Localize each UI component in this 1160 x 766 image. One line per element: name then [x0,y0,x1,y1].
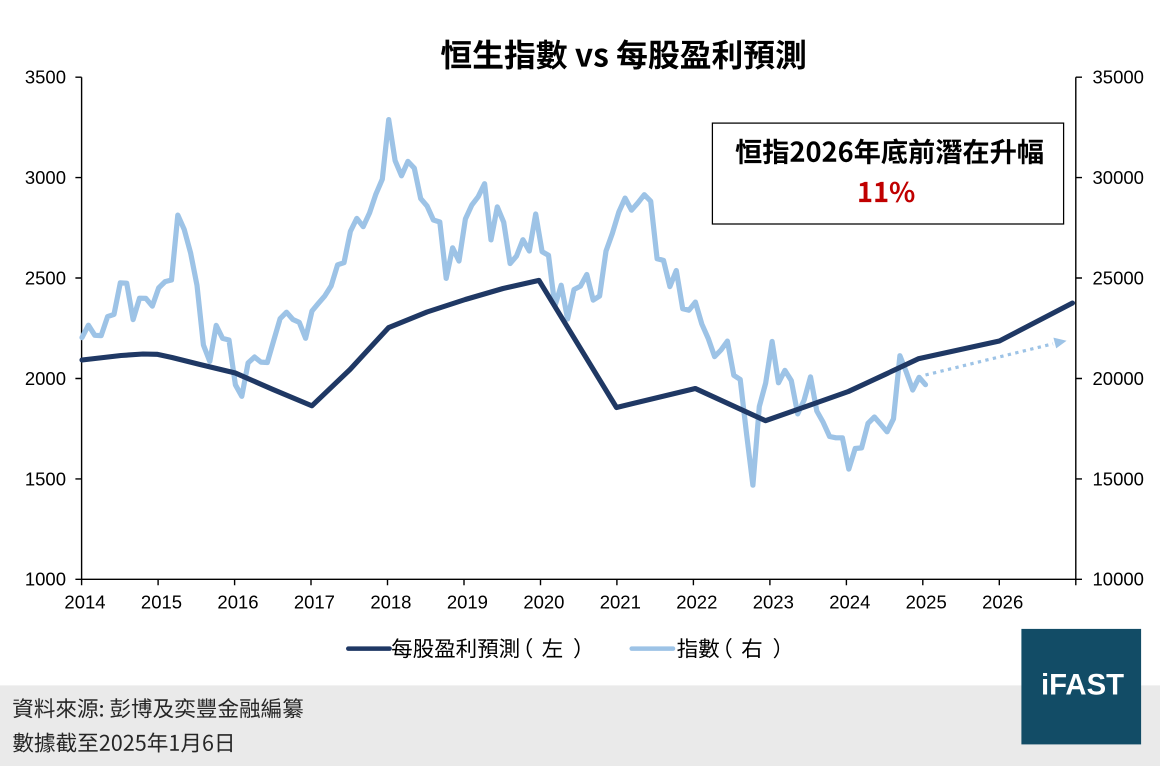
svg-text:1000: 1000 [25,569,66,590]
svg-text:1500: 1500 [25,468,66,489]
svg-text:2022: 2022 [676,591,717,612]
svg-text:2015: 2015 [141,591,182,612]
svg-text:10000: 10000 [1093,569,1144,590]
svg-text:2021: 2021 [600,591,641,612]
svg-text:35000: 35000 [1093,67,1144,88]
svg-text:30000: 30000 [1093,167,1144,188]
svg-text:3500: 3500 [25,67,66,88]
svg-text:2025: 2025 [906,591,947,612]
svg-text:2023: 2023 [753,591,794,612]
svg-text:3000: 3000 [25,167,66,188]
svg-text:2000: 2000 [25,368,66,389]
svg-text:2024: 2024 [829,591,870,612]
svg-text:25000: 25000 [1093,267,1144,288]
svg-text:2014: 2014 [64,591,105,612]
svg-text:2020: 2020 [523,591,564,612]
svg-text:2018: 2018 [370,591,411,612]
svg-text:2026: 2026 [982,591,1023,612]
svg-text:2500: 2500 [25,267,66,288]
svg-text:iFAST: iFAST [1041,668,1124,701]
svg-text:15000: 15000 [1093,468,1144,489]
svg-text:2019: 2019 [447,591,488,612]
svg-text:20000: 20000 [1093,368,1144,389]
svg-text:2017: 2017 [294,591,335,612]
svg-text:2016: 2016 [217,591,258,612]
